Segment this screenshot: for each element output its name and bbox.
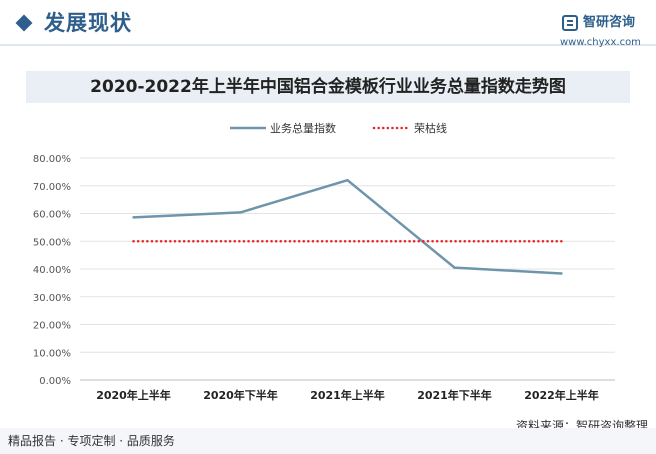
x-tick-label: 2021年上半年 — [310, 388, 385, 402]
logo-url: www.chyxx.com — [560, 37, 641, 48]
chart-grid — [80, 157, 615, 381]
line-chart: 业务总量指数 荣枯线 0.00% 10.00% 20.00% 30.00% 40.00% 5… — [33, 121, 615, 402]
legend: 业务总量指数 荣枯线 — [230, 121, 447, 135]
header: 发展现状 智研咨询 www.chyxx.com — [0, 0, 656, 52]
y-tick-label: 0.00% — [39, 376, 71, 387]
legend-label: 荣枯线 — [414, 121, 447, 135]
x-tick-label: 2021年下半年 — [417, 388, 492, 402]
chart-title: 2020-2022年上半年中国铝合金模板行业业务总量指数走势图 — [90, 77, 566, 97]
x-tick-label: 2020年下半年 — [203, 388, 278, 402]
y-tick-label: 50.00% — [33, 237, 71, 248]
y-axis: 0.00% 10.00% 20.00% 30.00% 40.00% 50.00% 60.00… — [33, 154, 71, 387]
y-tick-label: 30.00% — [33, 293, 71, 304]
chart-title-bar: 2020-2022年上半年中国铝合金模板行业业务总量指数走势图 — [26, 71, 630, 103]
logo-icon — [562, 15, 578, 31]
y-tick-label: 80.00% — [33, 154, 71, 165]
chart-series — [132, 178, 563, 275]
section-title: 发展现状 — [44, 11, 132, 35]
x-tick-label: 2022年上半年 — [524, 388, 599, 402]
data-point — [453, 266, 456, 269]
y-tick-label: 70.00% — [33, 182, 71, 193]
footer-slogan: 精品报告 · 专项定制 · 品质服务 — [8, 434, 175, 448]
x-axis: 2020年上半年 2020年下半年 2021年上半年 2021年下半年 2022年上半年 — [96, 388, 599, 402]
footer: 精品报告 · 专项定制 · 品质服务 — [0, 428, 656, 454]
y-tick-label: 40.00% — [33, 265, 71, 276]
data-point — [346, 179, 349, 182]
series-line — [133, 178, 562, 275]
logo-name: 智研咨询 — [583, 15, 636, 30]
header-divider — [0, 44, 656, 46]
data-point — [239, 211, 242, 214]
data-point — [132, 216, 135, 219]
legend-label: 业务总量指数 — [270, 121, 336, 135]
y-tick-label: 60.00% — [33, 210, 71, 221]
y-tick-label: 20.00% — [33, 321, 71, 332]
data-point — [560, 272, 563, 275]
x-tick-label: 2020年上半年 — [96, 388, 171, 402]
y-tick-label: 10.00% — [33, 348, 71, 359]
